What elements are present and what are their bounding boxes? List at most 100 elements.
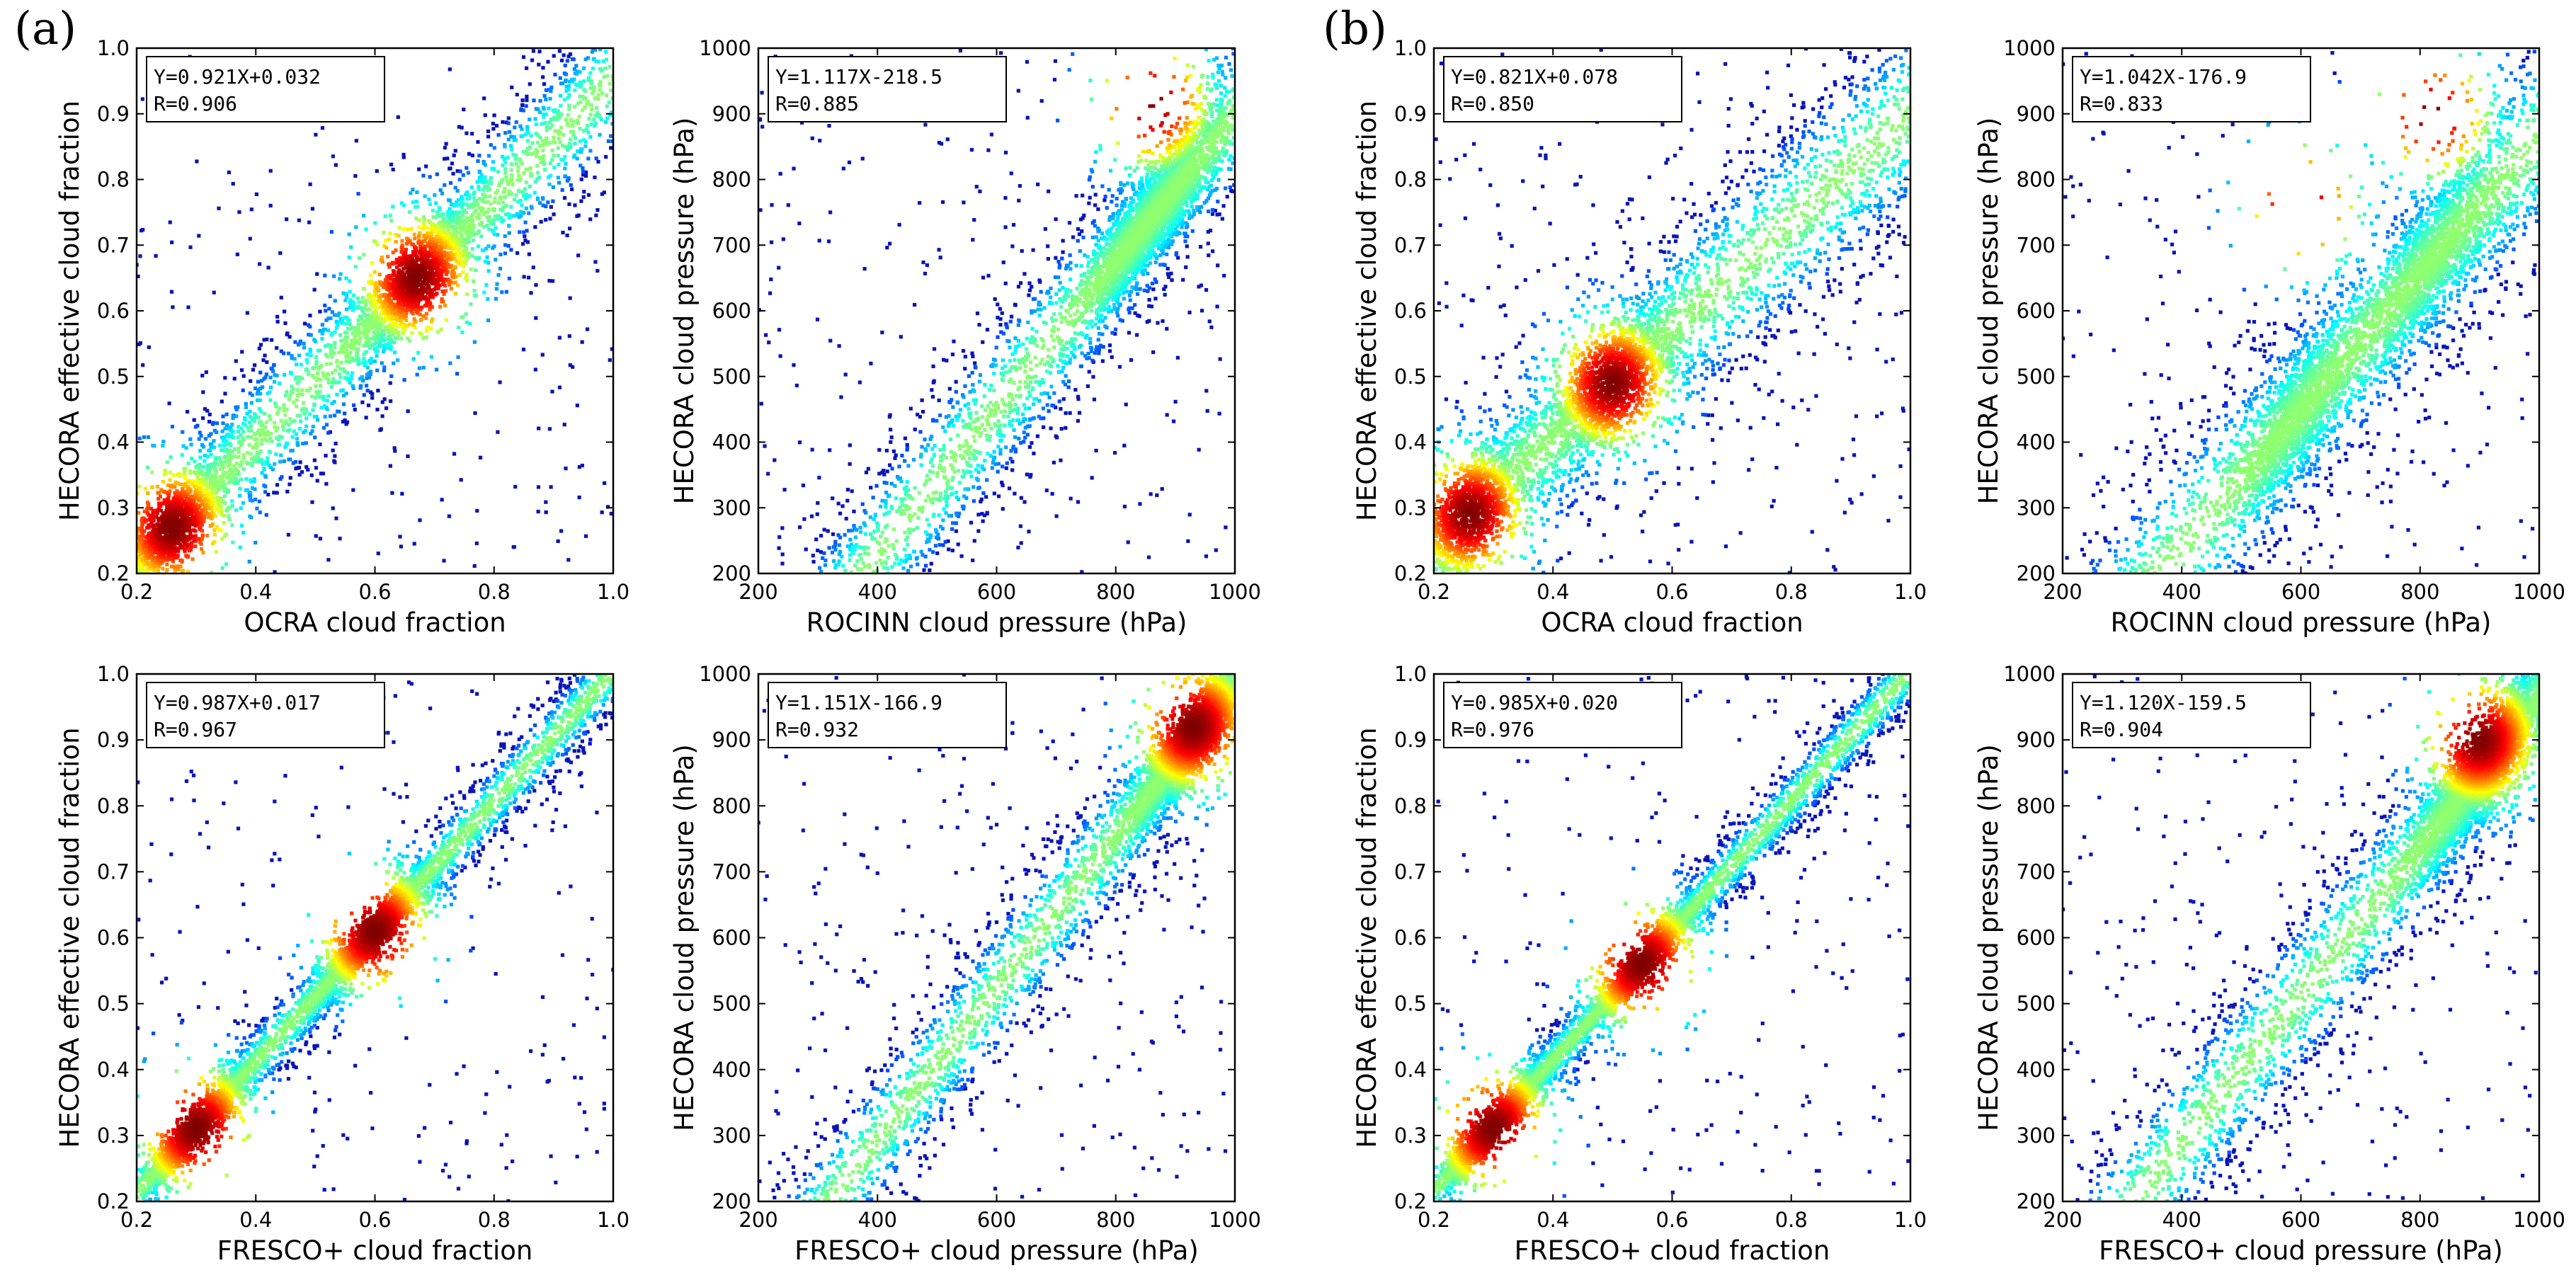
scatter-point: [348, 322, 352, 326]
scatter-point: [295, 441, 300, 445]
scatter-point: [217, 505, 221, 510]
scatter-point: [325, 399, 329, 403]
scatter-point: [212, 290, 216, 295]
scatter-point: [564, 88, 569, 93]
scatter-point: [442, 254, 446, 258]
scatter-point: [360, 319, 365, 324]
scatter-point: [445, 257, 449, 261]
scatter-point: [224, 508, 229, 513]
scatter-point: [171, 473, 176, 477]
scatter-point: [227, 170, 231, 175]
scatter-point: [459, 478, 463, 482]
scatter-point: [1149, 492, 1153, 496]
scatter-point: [324, 376, 328, 380]
scatter-point: [504, 175, 508, 179]
scatter-point: [356, 322, 360, 326]
scatter-point: [159, 488, 164, 492]
scatter-point: [467, 196, 472, 200]
scatter-point: [577, 115, 581, 119]
scatter-point: [526, 130, 530, 135]
scatter-point: [417, 225, 421, 229]
scatter-point: [758, 118, 763, 122]
scatter-point: [792, 363, 796, 367]
scatter-point: [220, 399, 224, 404]
scatter-point: [198, 493, 203, 497]
scatter-point: [220, 509, 224, 513]
scatter-point: [339, 389, 343, 393]
scatter-point: [280, 475, 284, 479]
scatter-point: [227, 514, 231, 518]
scatter-point: [550, 158, 554, 162]
scatter-point: [767, 341, 771, 345]
scatter-point: [138, 254, 142, 258]
scatter-point: [506, 212, 511, 216]
scatter-point: [413, 273, 417, 278]
scatter-point: [176, 498, 180, 503]
scatter-point: [472, 192, 476, 196]
scatter-point: [542, 82, 547, 86]
scatter-point: [348, 290, 352, 294]
scatter-point: [256, 450, 260, 455]
scatter-point: [517, 215, 521, 219]
scatter-point: [422, 295, 427, 299]
scatter-point: [244, 488, 249, 493]
scatter-point: [193, 507, 197, 511]
scatter-point: [360, 400, 365, 404]
scatter-point: [401, 155, 406, 159]
scatter-point: [164, 508, 169, 513]
scatter-point: [196, 503, 200, 508]
scatter-point: [161, 443, 165, 448]
scatter-point: [182, 467, 186, 471]
scatter-point: [529, 291, 533, 295]
scatter-point: [287, 423, 291, 427]
scatter-point: [401, 266, 406, 270]
scatter-point: [592, 118, 596, 122]
scatter-point: [389, 345, 393, 349]
scatter-point: [472, 340, 477, 344]
scatter-point: [460, 197, 465, 201]
scatter-point: [406, 298, 411, 303]
scatter-point: [443, 146, 448, 150]
scatter-point: [258, 510, 262, 515]
scatter-point: [255, 398, 260, 402]
scatter-point: [421, 295, 425, 300]
scatter-point: [282, 351, 286, 355]
scatter-point: [389, 299, 393, 304]
scatter-point: [411, 188, 415, 192]
scatter-point: [768, 291, 773, 295]
scatter-point: [222, 494, 227, 498]
scatter-point: [156, 496, 161, 501]
scatter-point: [382, 397, 387, 401]
scatter-point: [583, 534, 588, 538]
scatter-point: [440, 299, 444, 304]
scatter-point: [330, 355, 334, 359]
scatter-point: [421, 314, 426, 319]
scatter-point: [438, 214, 442, 218]
scatter-point: [255, 392, 260, 396]
scatter-point: [374, 281, 378, 285]
scatter-point: [351, 293, 355, 297]
scatter-point: [375, 286, 380, 290]
scatter-point: [335, 392, 339, 396]
scatter-point: [326, 380, 331, 385]
scatter-point: [564, 79, 568, 84]
scatter-point: [258, 392, 263, 396]
scatter-point: [557, 129, 561, 134]
scatter-point: [600, 68, 605, 72]
scatter-point: [567, 79, 572, 84]
scatter-point: [551, 117, 555, 122]
scatter-point: [605, 116, 610, 120]
scatter-point: [445, 156, 450, 161]
scatter-point: [195, 483, 200, 487]
scatter-point: [323, 273, 327, 278]
scatter-point: [383, 214, 387, 219]
scatter-point: [540, 122, 544, 126]
scatter-point: [346, 326, 351, 331]
scatter-point: [389, 282, 393, 287]
scatter-point: [266, 265, 270, 270]
scatter-point: [265, 461, 270, 466]
scatter-point: [540, 161, 544, 165]
scatter-point: [249, 435, 253, 440]
scatter-point: [232, 468, 236, 473]
scatter-point: [559, 131, 563, 135]
